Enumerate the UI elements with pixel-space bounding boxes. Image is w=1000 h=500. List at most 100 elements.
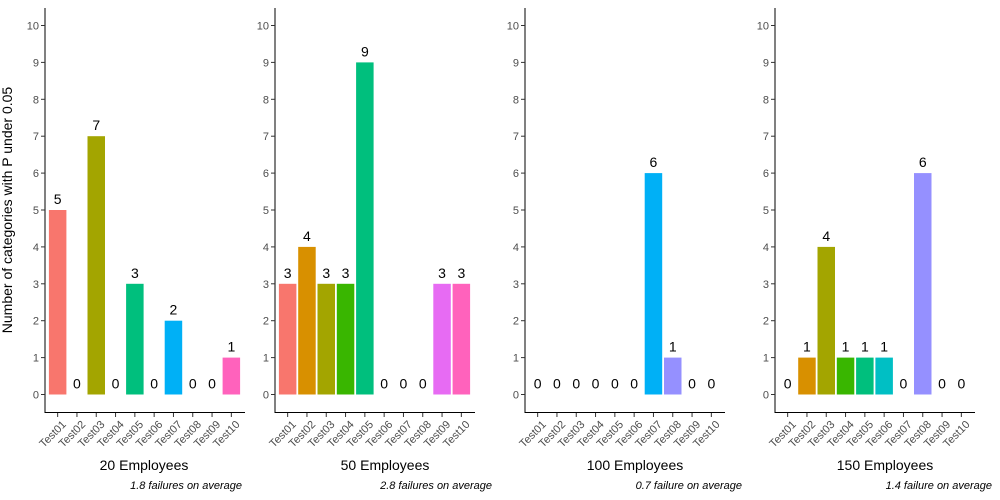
bar-value-label: 1 bbox=[803, 339, 811, 355]
bar-value-label: 2 bbox=[170, 302, 178, 318]
panel-caption-1: 1.8 failures on average bbox=[130, 480, 242, 492]
bar bbox=[875, 357, 893, 395]
panel-xlabel-4: 150 Employees bbox=[836, 457, 934, 473]
bar-value-label: 1 bbox=[227, 339, 235, 355]
bar-value-label: 1 bbox=[861, 339, 869, 355]
bar-value-label: 0 bbox=[189, 376, 197, 392]
bar bbox=[914, 173, 932, 395]
bar-value-label: 3 bbox=[438, 265, 446, 281]
bar-value-label: 4 bbox=[822, 228, 830, 244]
y-tick-label: 4 bbox=[263, 242, 269, 254]
y-tick-label: 3 bbox=[33, 279, 39, 291]
y-tick-label: 8 bbox=[763, 94, 769, 106]
y-tick-label: 9 bbox=[763, 57, 769, 69]
y-tick-label: 6 bbox=[263, 168, 269, 180]
y-tick-label: 7 bbox=[763, 131, 769, 143]
bar-value-label: 0 bbox=[592, 376, 600, 392]
bar-value-label: 1 bbox=[669, 339, 677, 355]
bar bbox=[87, 136, 105, 395]
bar-value-label: 0 bbox=[611, 376, 619, 392]
bar bbox=[222, 357, 241, 395]
bar bbox=[798, 357, 816, 395]
bar-value-label: 1 bbox=[842, 339, 850, 355]
bar bbox=[126, 283, 144, 395]
bar bbox=[336, 283, 355, 395]
y-tick-label: 3 bbox=[513, 279, 519, 291]
bar bbox=[856, 357, 874, 395]
bar-value-label: 0 bbox=[688, 376, 696, 392]
y-tick-label: 7 bbox=[263, 131, 269, 143]
y-tick-label: 4 bbox=[33, 242, 39, 254]
panel-caption-3: 0.7 failure on average bbox=[635, 480, 742, 492]
panel-caption-4: 1.4 failure on average bbox=[885, 480, 992, 492]
y-tick-label: 5 bbox=[33, 205, 39, 217]
bar bbox=[644, 173, 663, 395]
y-tick-label: 6 bbox=[33, 168, 39, 180]
y-tick-label: 5 bbox=[263, 205, 269, 217]
bar-value-label: 0 bbox=[630, 376, 638, 392]
bar bbox=[836, 357, 855, 395]
bar-value-label: 0 bbox=[73, 376, 81, 392]
y-tick-label: 9 bbox=[33, 57, 39, 69]
y-tick-label: 0 bbox=[763, 390, 769, 402]
y-tick-label: 4 bbox=[513, 242, 519, 254]
bar bbox=[664, 357, 682, 395]
bar-value-label: 0 bbox=[380, 376, 388, 392]
y-tick-label: 4 bbox=[763, 242, 769, 254]
bar-value-label: 6 bbox=[650, 154, 658, 170]
y-tick-label: 0 bbox=[513, 390, 519, 402]
y-tick-label: 3 bbox=[763, 279, 769, 291]
y-tick-label: 8 bbox=[513, 94, 519, 106]
y-tick-label: 2 bbox=[763, 316, 769, 328]
y-tick-label: 2 bbox=[513, 316, 519, 328]
bar-value-label: 4 bbox=[303, 228, 311, 244]
y-tick-label: 6 bbox=[513, 168, 519, 180]
y-tick-label: 8 bbox=[33, 94, 39, 106]
panel-caption-2: 2.8 failures on average bbox=[380, 480, 492, 492]
bar-value-label: 1 bbox=[880, 339, 888, 355]
y-tick-label: 9 bbox=[513, 57, 519, 69]
bar-value-label: 3 bbox=[322, 265, 330, 281]
bar-value-label: 7 bbox=[92, 117, 100, 133]
y-tick-label: 9 bbox=[263, 57, 269, 69]
bar-value-label: 0 bbox=[208, 376, 216, 392]
bar-value-label: 0 bbox=[707, 376, 715, 392]
y-tick-label: 5 bbox=[763, 205, 769, 217]
bar-value-label: 9 bbox=[361, 43, 369, 59]
bar bbox=[817, 246, 835, 395]
y-tick-label: 10 bbox=[507, 21, 519, 33]
bar-value-label: 0 bbox=[112, 376, 120, 392]
bar bbox=[48, 210, 67, 395]
panel-xlabel-3: 100 Employees bbox=[586, 457, 684, 473]
y-tick-label: 10 bbox=[757, 21, 769, 33]
y-tick-label: 2 bbox=[33, 316, 39, 328]
bar bbox=[278, 283, 297, 395]
bar-value-label: 0 bbox=[534, 376, 542, 392]
bar-value-label: 3 bbox=[284, 265, 292, 281]
bar-value-label: 0 bbox=[938, 376, 946, 392]
y-tick-label: 1 bbox=[513, 353, 519, 365]
y-tick-label: 10 bbox=[27, 21, 39, 33]
bar-value-label: 0 bbox=[784, 376, 792, 392]
bar bbox=[317, 283, 335, 395]
bar-value-label: 5 bbox=[54, 191, 62, 207]
bar-value-label: 0 bbox=[553, 376, 561, 392]
y-tick-label: 10 bbox=[257, 21, 269, 33]
y-tick-label: 0 bbox=[263, 390, 269, 402]
y-tick-label: 6 bbox=[763, 168, 769, 180]
bar bbox=[298, 246, 316, 395]
y-tick-label: 1 bbox=[263, 353, 269, 365]
bar-value-label: 6 bbox=[919, 154, 927, 170]
panel-xlabel-2: 50 Employees bbox=[340, 457, 430, 473]
y-tick-label: 3 bbox=[263, 279, 269, 291]
bar-value-label: 3 bbox=[131, 265, 139, 281]
bar-value-label: 0 bbox=[150, 376, 158, 392]
bar-value-label: 0 bbox=[900, 376, 908, 392]
bar-value-label: 3 bbox=[457, 265, 465, 281]
bar bbox=[164, 320, 183, 395]
bar bbox=[433, 283, 451, 395]
y-tick-label: 1 bbox=[33, 353, 39, 365]
bar-value-label: 3 bbox=[342, 265, 350, 281]
y-tick-label: 1 bbox=[763, 353, 769, 365]
bar bbox=[452, 283, 471, 395]
